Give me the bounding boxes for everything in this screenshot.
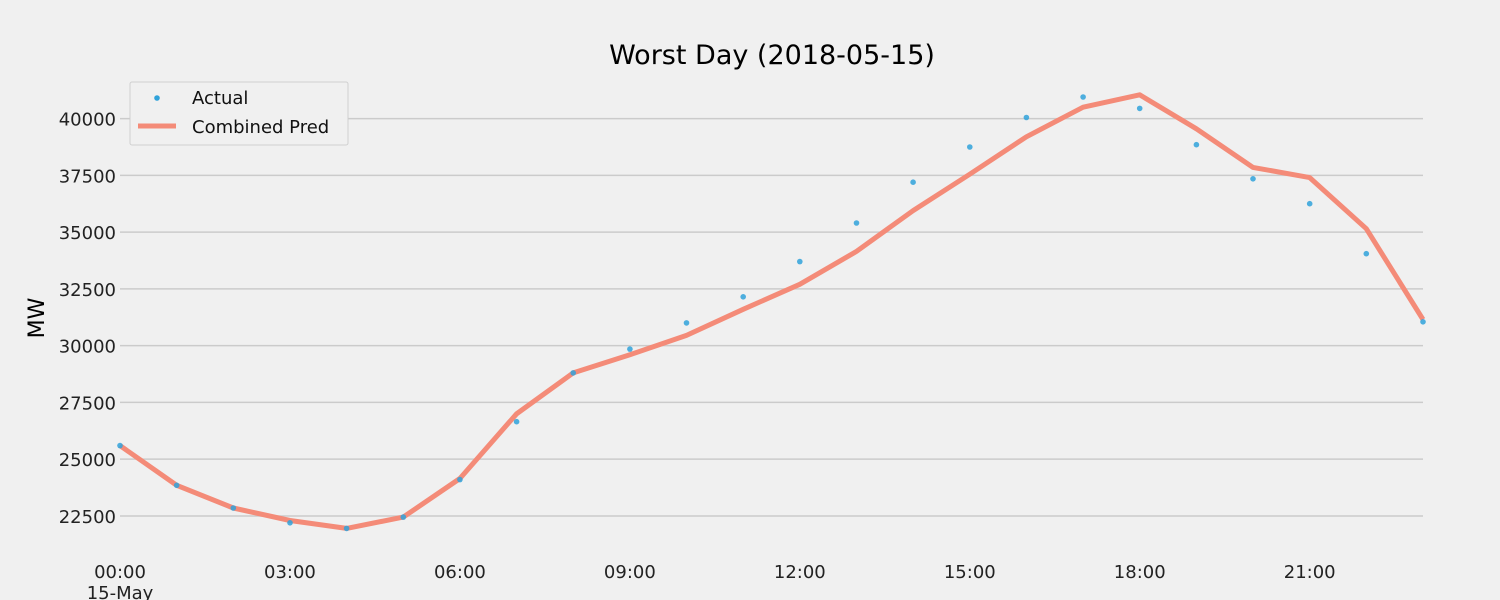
actual-point [1136, 105, 1143, 112]
x-tick-label: 00:00 [94, 562, 146, 583]
y-tick-label: 25000 [59, 450, 116, 471]
actual-point [1023, 114, 1030, 121]
x-axis-date-label: 15-May [87, 583, 154, 600]
actual-point [1420, 319, 1426, 325]
y-tick-label: 32500 [59, 280, 116, 301]
x-tick-label: 21:00 [1284, 562, 1336, 583]
y-tick-label: 22500 [59, 507, 116, 528]
actual-point [343, 525, 350, 532]
actual-point [1250, 176, 1256, 182]
y-axis-label: MW [25, 297, 50, 338]
actual-point [457, 476, 463, 483]
y-tick-label: 40000 [59, 110, 116, 131]
actual-point [1363, 250, 1370, 257]
actual-point [1193, 141, 1200, 148]
y-tick-label: 35000 [59, 223, 116, 244]
actual-point [287, 520, 293, 526]
legend-actual-label: Actual [192, 88, 248, 109]
x-tick-label: 18:00 [1114, 562, 1166, 583]
legend-box [129, 81, 349, 146]
actual-point [797, 258, 803, 265]
actual-point [627, 346, 633, 352]
legend: Actual Combined Pred [129, 81, 349, 146]
actual-point [740, 294, 746, 300]
actual-point [230, 505, 237, 511]
axis-layer: 22500 25000 27500 30000 32500 35000 37500 40000… [59, 110, 1336, 583]
actual-point [967, 144, 973, 150]
actual-point [513, 418, 520, 425]
x-tick-label: 06:00 [434, 562, 486, 583]
actual-point [1306, 200, 1313, 207]
chart-title: Worst Day (2018-05-15) [609, 40, 935, 71]
series-layer [117, 92, 1426, 532]
actual-point [117, 442, 123, 449]
legend-actual-marker [154, 95, 160, 101]
y-tick-label: 27500 [59, 393, 116, 414]
actual-point [1080, 94, 1086, 100]
actual-point [910, 179, 916, 185]
actual-point [400, 514, 407, 520]
actual-point [173, 482, 180, 489]
x-tick-label: 03:00 [264, 562, 316, 583]
x-tick-label: 09:00 [604, 562, 656, 583]
actual-point [853, 220, 860, 226]
y-tick-label: 37500 [59, 166, 116, 187]
actual-point [570, 370, 576, 376]
x-tick-label: 15:00 [944, 562, 996, 583]
x-tick-label: 12:00 [774, 562, 826, 583]
legend-combined-pred-label: Combined Pred [192, 117, 329, 138]
combined-pred-line [118, 92, 1426, 531]
y-tick-label: 30000 [59, 337, 116, 358]
actual-point [683, 320, 690, 326]
